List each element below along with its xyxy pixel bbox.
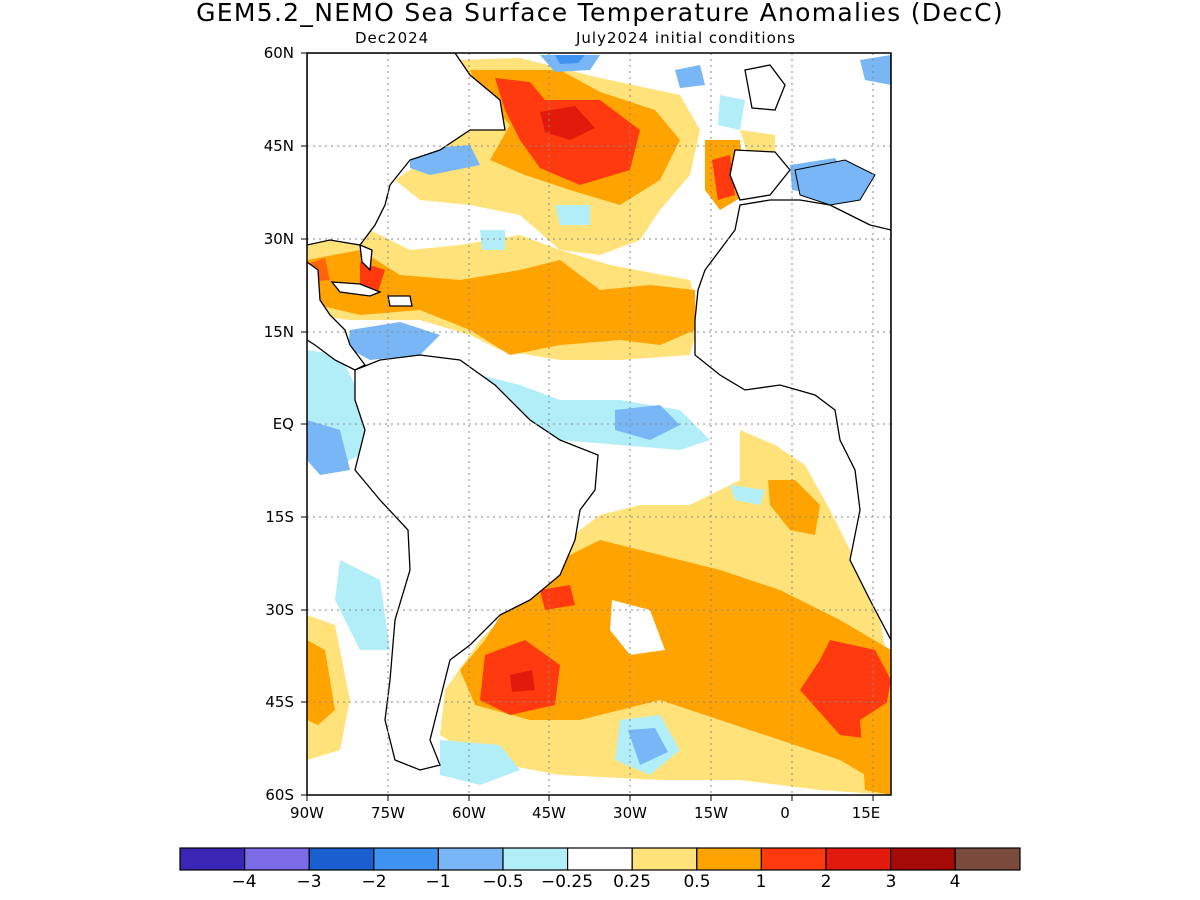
colorbar-label: 0.5	[683, 872, 711, 892]
colorbar-swatch	[566, 847, 633, 871]
lon-label: 15W	[694, 804, 728, 822]
colorbar-swatch	[437, 847, 504, 871]
axis-ticks	[301, 52, 874, 801]
lat-label: 45S	[265, 693, 294, 711]
colorbar-label: −4	[231, 872, 257, 892]
land-florida	[359, 243, 373, 272]
land-south-america	[354, 354, 599, 771]
colorbar-label: 4	[949, 872, 961, 892]
colorbar-label: −3	[296, 872, 322, 892]
land-hispaniola	[387, 295, 413, 307]
land-africa-europe	[694, 53, 891, 641]
colorbar	[179, 847, 1021, 871]
colorbar-label: −0.5	[482, 872, 524, 892]
lat-label: 30S	[265, 601, 294, 619]
lat-label: 15N	[263, 323, 294, 341]
graticule	[307, 53, 891, 795]
colorbar-swatch	[954, 847, 1021, 871]
forecast-month: Dec2024	[355, 29, 430, 47]
anomaly-north-atlantic-warm	[395, 58, 775, 255]
colorbar-label: 1	[755, 872, 767, 892]
lat-label: 15S	[265, 508, 294, 526]
land-iberia	[729, 149, 791, 201]
colorbar-label: 3	[885, 872, 897, 892]
lon-label: 75W	[371, 804, 405, 822]
lat-label: 30N	[263, 230, 294, 248]
lat-label: 60N	[263, 44, 294, 62]
colorbar-label: 2	[820, 872, 832, 892]
colorbar-swatch	[373, 847, 439, 871]
colorbar-label: 0.25	[613, 872, 651, 892]
colorbar-swatch	[825, 847, 892, 871]
colorbar-swatch	[308, 847, 375, 871]
colorbar-label: −0.25	[540, 872, 594, 892]
land-cuba	[330, 281, 382, 297]
lat-label: 45N	[263, 137, 294, 155]
land-north-america	[307, 53, 506, 246]
initial-conditions: July2024 initial conditions	[576, 29, 797, 47]
lon-label: 0	[780, 804, 790, 822]
colorbar-swatch	[889, 847, 956, 871]
lat-label: EQ	[272, 415, 294, 433]
lon-label: 90W	[290, 804, 324, 822]
colorbar-swatch	[696, 847, 762, 871]
colorbar-swatch	[502, 847, 569, 871]
land-central-america	[307, 261, 366, 371]
lon-label: 15E	[851, 804, 881, 822]
colorbar-swatch	[760, 847, 827, 871]
colorbar-swatch	[179, 847, 246, 871]
coastlines	[307, 53, 891, 771]
lon-label: 60W	[452, 804, 486, 822]
lon-label: 30W	[613, 804, 647, 822]
map-title: GEM5.2_NEMO Sea Surface Temperature Anom…	[196, 0, 1004, 27]
lon-label: 45W	[532, 804, 566, 822]
anomaly-south-atlantic-warm	[307, 430, 891, 795]
lat-label: 60S	[265, 786, 294, 804]
colorbar-swatch	[631, 847, 698, 871]
anomaly-cool-regions	[307, 55, 891, 785]
colorbar-label: −1	[425, 872, 451, 892]
colorbar-swatch	[244, 847, 310, 871]
land-british-isles	[744, 64, 786, 111]
colorbar-label: −2	[361, 872, 387, 892]
anomaly-gulf-caribbean-warm	[307, 230, 700, 360]
mediterranean-sea	[794, 159, 876, 206]
